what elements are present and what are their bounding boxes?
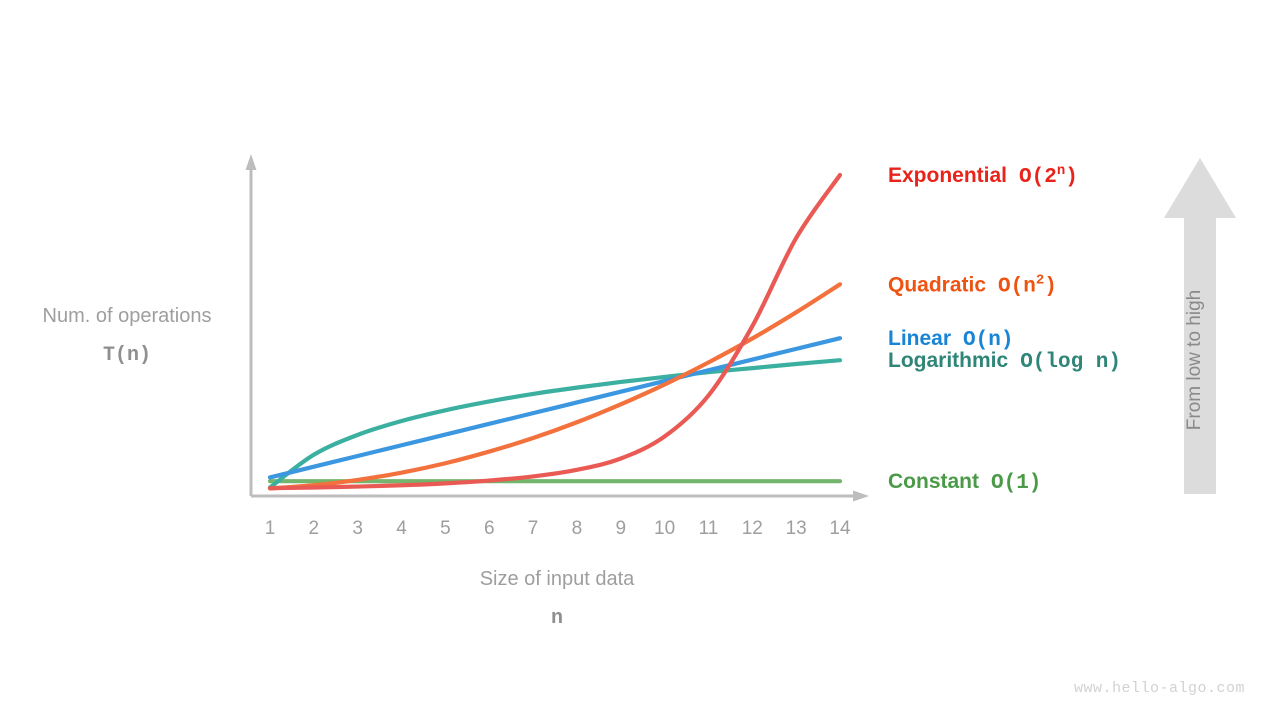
arrow-caption-text: From low to high [1184,290,1205,430]
legend-series-name: Exponential [888,164,1007,187]
x-tick-labels: 1 2 3 4 5 6 7 8 9 10 11 12 13 14 [265,518,851,539]
legend-series-name: Quadratic [888,273,986,296]
axes [245,154,869,502]
x-tick-label: 4 [396,518,407,539]
x-axis-title-text: Size of input data [480,568,635,590]
x-tick-label: 8 [572,518,583,539]
x-tick-label: 1 [265,518,276,539]
legend-item-logarithmic: Logarithmic O(log n) [888,349,1121,374]
curve-group [267,172,843,491]
x-axis-arrowhead [853,490,869,502]
up-arrow-icon [1164,158,1236,494]
x-tick-label: 12 [742,518,763,539]
legend-item-constant: Constant O(1) [888,470,1041,495]
legend-complexity-tail: ) [1065,166,1078,189]
x-tick-label: 5 [440,518,451,539]
x-axis-title: Size of input data n [480,568,635,630]
legend-complexity: O(2 [1019,166,1057,189]
watermark: www.hello-algo.com [1074,680,1245,697]
legend-complexity: O(1) [991,472,1041,495]
x-axis-variable: n [551,607,563,630]
x-tick-label: 14 [829,518,851,539]
x-tick-label: 10 [654,518,675,539]
legend-complexity: O(n) [963,329,1013,352]
curve-quadratic [267,282,843,491]
x-tick-label: 11 [699,518,719,539]
curve-exponential [267,172,843,491]
legend-complexity-exponent: n [1057,163,1065,179]
x-tick-label: 7 [528,518,539,539]
x-tick-label: 6 [484,518,495,539]
x-tick-label: 9 [615,518,626,539]
direction-arrow-annotation: From low to high [1164,158,1236,494]
legend-complexity: O(log n) [1020,351,1121,374]
y-axis-variable: T(n) [103,344,151,367]
legend-series-name: Linear [888,327,951,350]
legend-item-linear: Linear O(n) [888,327,1013,352]
y-axis-title: Num. of operations T(n) [43,305,212,367]
x-tick-label: 3 [352,518,363,539]
curve-linear [267,336,843,480]
legend-complexity: O(n [998,275,1036,298]
y-axis-arrowhead [245,154,257,170]
y-axis-title-text: Num. of operations [43,305,212,327]
x-tick-label: 2 [309,518,320,539]
legend-complexity-exponent: 2 [1036,272,1044,288]
legend-item-quadratic: Quadratic O(n2) [888,272,1057,298]
legend-series-name: Logarithmic [888,349,1008,372]
legend-series-name: Constant [888,470,979,493]
curve-logarithmic [267,358,843,490]
legend-complexity-tail: ) [1044,275,1057,298]
legend: Exponential O(2n) Quadratic O(n2) Linear O(n)… [888,163,1121,495]
legend-item-exponential: Exponential O(2n) [888,163,1078,189]
x-tick-label: 13 [786,518,807,539]
